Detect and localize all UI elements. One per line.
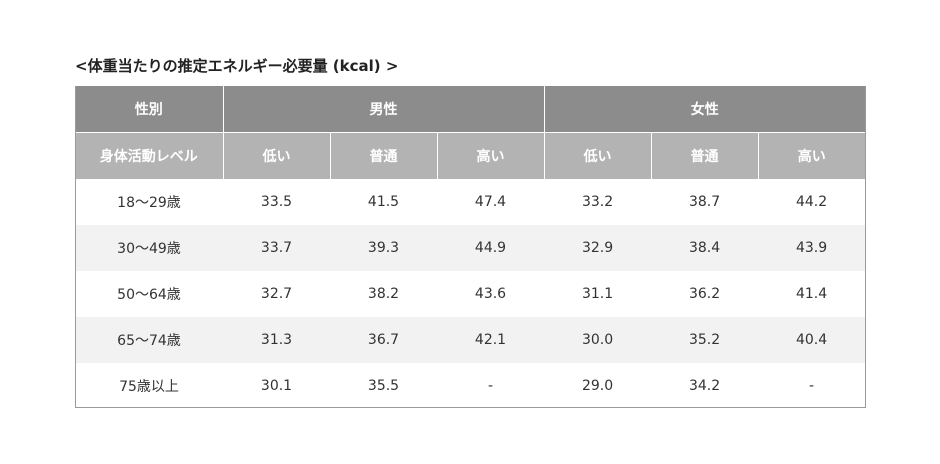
table-title: <体重当たりの推定エネルギー必要量 (kcal) > [75,57,399,75]
value-cell: 32.7 [223,271,330,317]
value-cell: 31.1 [544,271,652,317]
value-cell: - [758,363,866,409]
table-row: 65〜74歳 31.3 36.7 42.1 30.0 35.2 40.4 [75,317,866,363]
header-row-activity: 身体活動レベル 低い 普通 高い 低い 普通 高い [75,132,866,179]
table-row: 50〜64歳 32.7 38.2 43.6 31.1 36.2 41.4 [75,271,866,317]
age-group-cell: 75歳以上 [75,363,223,409]
value-cell: 39.3 [330,225,437,271]
value-cell: 30.0 [544,317,652,363]
header-male-normal: 普通 [329,132,437,179]
value-cell: 33.2 [544,179,652,225]
header-female-low: 低い [543,132,652,179]
value-cell: 36.2 [651,271,759,317]
age-group-cell: 18〜29歳 [75,179,223,225]
header-female-high: 高い [757,132,866,179]
value-cell: 32.9 [544,225,652,271]
value-cell: 38.4 [651,225,759,271]
value-cell: 38.7 [651,179,759,225]
value-cell: 43.6 [437,271,545,317]
header-activity-label: 身体活動レベル [75,132,223,179]
value-cell: 30.1 [223,363,330,409]
header-female: 女性 [543,86,866,133]
value-cell: 43.9 [758,225,866,271]
value-cell: 29.0 [544,363,652,409]
energy-requirement-table: 性別 男性 女性 身体活動レベル 低い 普通 高い 低い 普通 高い 18〜29… [75,86,866,409]
header-male-low: 低い [222,132,330,179]
value-cell: 34.2 [651,363,759,409]
value-cell: 40.4 [758,317,866,363]
age-group-cell: 50〜64歳 [75,271,223,317]
value-cell: - [437,363,545,409]
value-cell: 31.3 [223,317,330,363]
header-female-normal: 普通 [650,132,759,179]
value-cell: 36.7 [330,317,437,363]
value-cell: 35.2 [651,317,759,363]
value-cell: 42.1 [437,317,545,363]
value-cell: 44.9 [437,225,545,271]
age-group-cell: 30〜49歳 [75,225,223,271]
age-group-cell: 65〜74歳 [75,317,223,363]
value-cell: 41.5 [330,179,437,225]
value-cell: 38.2 [330,271,437,317]
header-male-high: 高い [436,132,545,179]
table-row: 30〜49歳 33.7 39.3 44.9 32.9 38.4 43.9 [75,225,866,271]
table-row: 75歳以上 30.1 35.5 - 29.0 34.2 - [75,363,866,409]
value-cell: 35.5 [330,363,437,409]
header-row-gender: 性別 男性 女性 [75,86,866,133]
header-gender-label: 性別 [75,86,223,133]
value-cell: 44.2 [758,179,866,225]
value-cell: 33.7 [223,225,330,271]
value-cell: 47.4 [437,179,545,225]
value-cell: 41.4 [758,271,866,317]
header-male: 男性 [222,86,545,133]
value-cell: 33.5 [223,179,330,225]
table-row: 18〜29歳 33.5 41.5 47.4 33.2 38.7 44.2 [75,179,866,225]
